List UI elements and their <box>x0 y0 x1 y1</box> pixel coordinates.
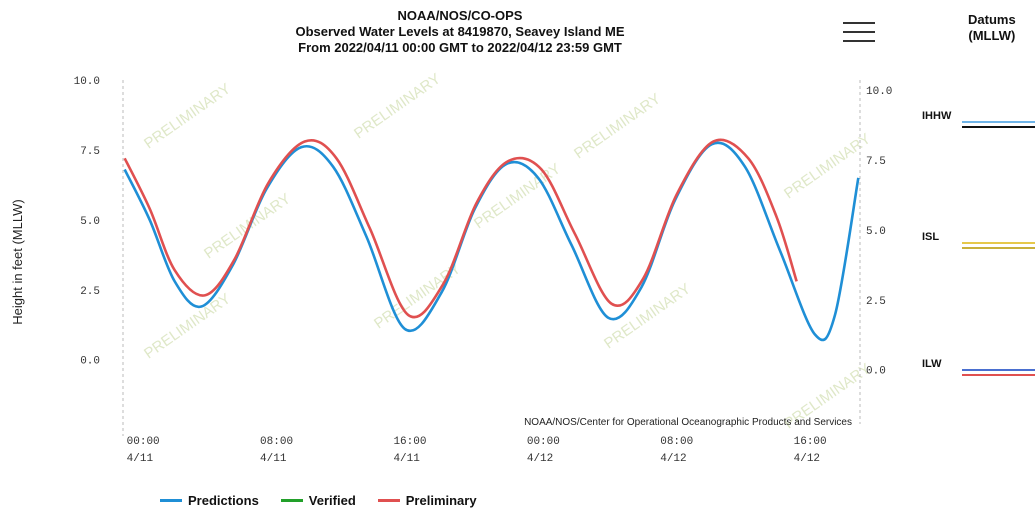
menu-icon[interactable] <box>843 22 875 46</box>
watermark-text: PRELIMINARY <box>351 70 444 142</box>
datum-label: IHHW <box>922 110 952 122</box>
legend-item-preliminary[interactable]: Preliminary <box>377 493 477 508</box>
right-y-tick-label: 2.5 <box>866 296 886 308</box>
title-line-1: NOAA/NOS/CO-OPS <box>397 8 523 23</box>
x-tick-date: 4/11 <box>127 453 154 465</box>
legend-swatch-preliminary <box>377 499 400 502</box>
series-layer <box>123 138 860 342</box>
x-tick-time: 16:00 <box>794 436 827 448</box>
legend: Predictions Verified Preliminary <box>160 493 477 508</box>
title-line-2: Observed Water Levels at 8419870, Seavey… <box>295 24 625 39</box>
datums-title-2: (MLLW) <box>968 28 1016 43</box>
datum-label: ILW <box>922 358 942 370</box>
x-tick-time: 00:00 <box>127 436 160 448</box>
legend-label-preliminary: Preliminary <box>405 493 477 508</box>
right-y-tick-label: 5.0 <box>866 226 886 238</box>
chart-title: NOAA/NOS/CO-OPS Observed Water Levels at… <box>210 8 710 56</box>
watermark-text: PRELIMINARY <box>141 80 234 152</box>
x-tick-date: 4/12 <box>527 453 553 465</box>
x-tick-date: 4/11 <box>393 453 420 465</box>
x-tick-date: 4/12 <box>660 453 686 465</box>
y-axis-label: Height in feet (MLLW) <box>10 199 25 324</box>
x-tick-time: 16:00 <box>393 436 426 448</box>
datum-layer: IHHW ISL ILW <box>922 110 1035 376</box>
legend-item-verified[interactable]: Verified <box>280 493 356 508</box>
legend-label-verified: Verified <box>308 493 356 508</box>
y-tick-label: 0.0 <box>80 356 100 368</box>
y-tick-label: 2.5 <box>80 286 100 298</box>
x-tick-date: 4/11 <box>260 453 287 465</box>
datums-heading: Datums (MLLW) <box>968 12 1016 44</box>
x-tick-date: 4/12 <box>794 453 820 465</box>
y-tick-label: 5.0 <box>80 216 100 228</box>
x-tick-time: 00:00 <box>527 436 560 448</box>
right-y-tick-label: 0.0 <box>866 366 886 378</box>
watermark-text: PRELIMINARY <box>601 280 694 352</box>
watermark-text: PRELIMINARY <box>201 190 294 262</box>
legend-label-predictions: Predictions <box>188 493 259 508</box>
right-y-tick-label: 7.5 <box>866 156 886 168</box>
watermark-layer: PRELIMINARY PRELIMINARY PRELIMINARY PRELIMI… <box>141 70 874 432</box>
y-tick-label: 10.0 <box>74 76 100 88</box>
legend-swatch-verified <box>280 499 303 502</box>
water-level-chart: PRELIMINARY PRELIMINARY PRELIMINARY PRELIMI… <box>10 70 1035 465</box>
datum-label: ISL <box>922 231 939 243</box>
watermark-text: PRELIMINARY <box>571 90 664 162</box>
series-line-preliminary <box>123 138 798 319</box>
legend-item-predictions[interactable]: Predictions <box>160 493 259 508</box>
x-tick-time: 08:00 <box>260 436 293 448</box>
legend-swatch-predictions <box>160 499 182 502</box>
x-tick-time: 08:00 <box>660 436 693 448</box>
credit-text: NOAA/NOS/Center for Operational Oceanogr… <box>524 417 852 428</box>
right-y-tick-label: 10.0 <box>866 86 892 98</box>
title-line-3: From 2022/04/11 00:00 GMT to 2022/04/12 … <box>298 40 622 55</box>
datums-title-1: Datums <box>968 12 1016 27</box>
y-tick-label: 7.5 <box>80 146 100 158</box>
axes-layer: 10.0 7.5 5.0 2.5 0.0 10.0 7.5 5.0 2.5 0.0 Height i… <box>10 76 892 465</box>
